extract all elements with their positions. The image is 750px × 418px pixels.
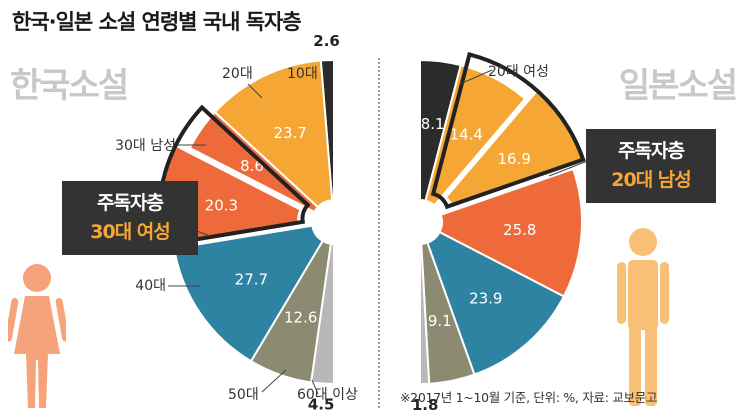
korea-label-40s: 40대 <box>135 278 166 294</box>
korea-value-label-0: 2.6 <box>313 32 340 50</box>
korea-label-10s: 10대 <box>287 66 318 82</box>
footnote: ※2017년 1~10월 기준, 단위: %, 자료: 교보문고 <box>400 390 658 405</box>
japan-highlight-outline <box>430 52 586 210</box>
korea-main-reader-callout: 주독자층 30대 여성 <box>62 181 198 255</box>
japan-label-20s-female: 20대 여성 <box>488 64 549 80</box>
korea-label-60s: 60대 이상 <box>297 387 358 403</box>
divider-line <box>378 58 380 408</box>
korea-callout-group: 30대 여성 <box>90 221 171 243</box>
korea-donut-hole <box>312 200 356 244</box>
japan-callout-group: 20대 남성 <box>611 169 692 191</box>
japan-value-label-4: 23.9 <box>469 289 502 307</box>
leader-line-3 <box>261 369 287 393</box>
korea-subgroup-divider <box>179 144 300 208</box>
korea-value-label-5: 12.6 <box>284 308 317 326</box>
korea-label-20s: 20대 <box>222 66 253 82</box>
japan-value-label-2: 16.9 <box>497 150 530 168</box>
korea-value-label-3: 20.3 <box>205 196 238 214</box>
leader-line-6 <box>548 159 591 177</box>
chart-title: 한국·일본 소설 연령별 국내 독자층 <box>12 10 302 34</box>
japan-value-label-1: 14.4 <box>450 125 483 143</box>
leader-line-4 <box>311 379 319 395</box>
korea-value-label-1: 23.7 <box>273 124 306 142</box>
leader-line-5 <box>459 69 493 85</box>
korea-value-label-4: 27.7 <box>235 270 268 288</box>
korea-novel-label: 한국소설 <box>10 66 129 106</box>
japan-donut-hole <box>398 200 442 244</box>
korea-callout-title: 주독자층 <box>97 192 164 214</box>
japan-novel-label: 일본소설 <box>618 66 738 106</box>
japan-callout-title: 주독자층 <box>618 140 685 162</box>
korea-label-50s: 50대 <box>228 387 259 403</box>
japan-main-reader-callout: 주독자층 20대 남성 <box>586 129 716 203</box>
japan-value-label-0: 8.1 <box>421 115 445 133</box>
japan-value-label-5: 9.1 <box>428 312 452 330</box>
korea-value-label-6: 4.5 <box>308 396 335 414</box>
man-icon <box>617 228 669 406</box>
woman-icon <box>8 264 66 408</box>
japan-value-label-3: 25.8 <box>503 221 536 239</box>
leader-line-0 <box>247 83 263 99</box>
japan-value-label-6: 1.8 <box>412 396 439 414</box>
korea-label-30s-male: 30대 남성 <box>115 138 176 154</box>
japan-subgroup-divider <box>444 90 533 195</box>
